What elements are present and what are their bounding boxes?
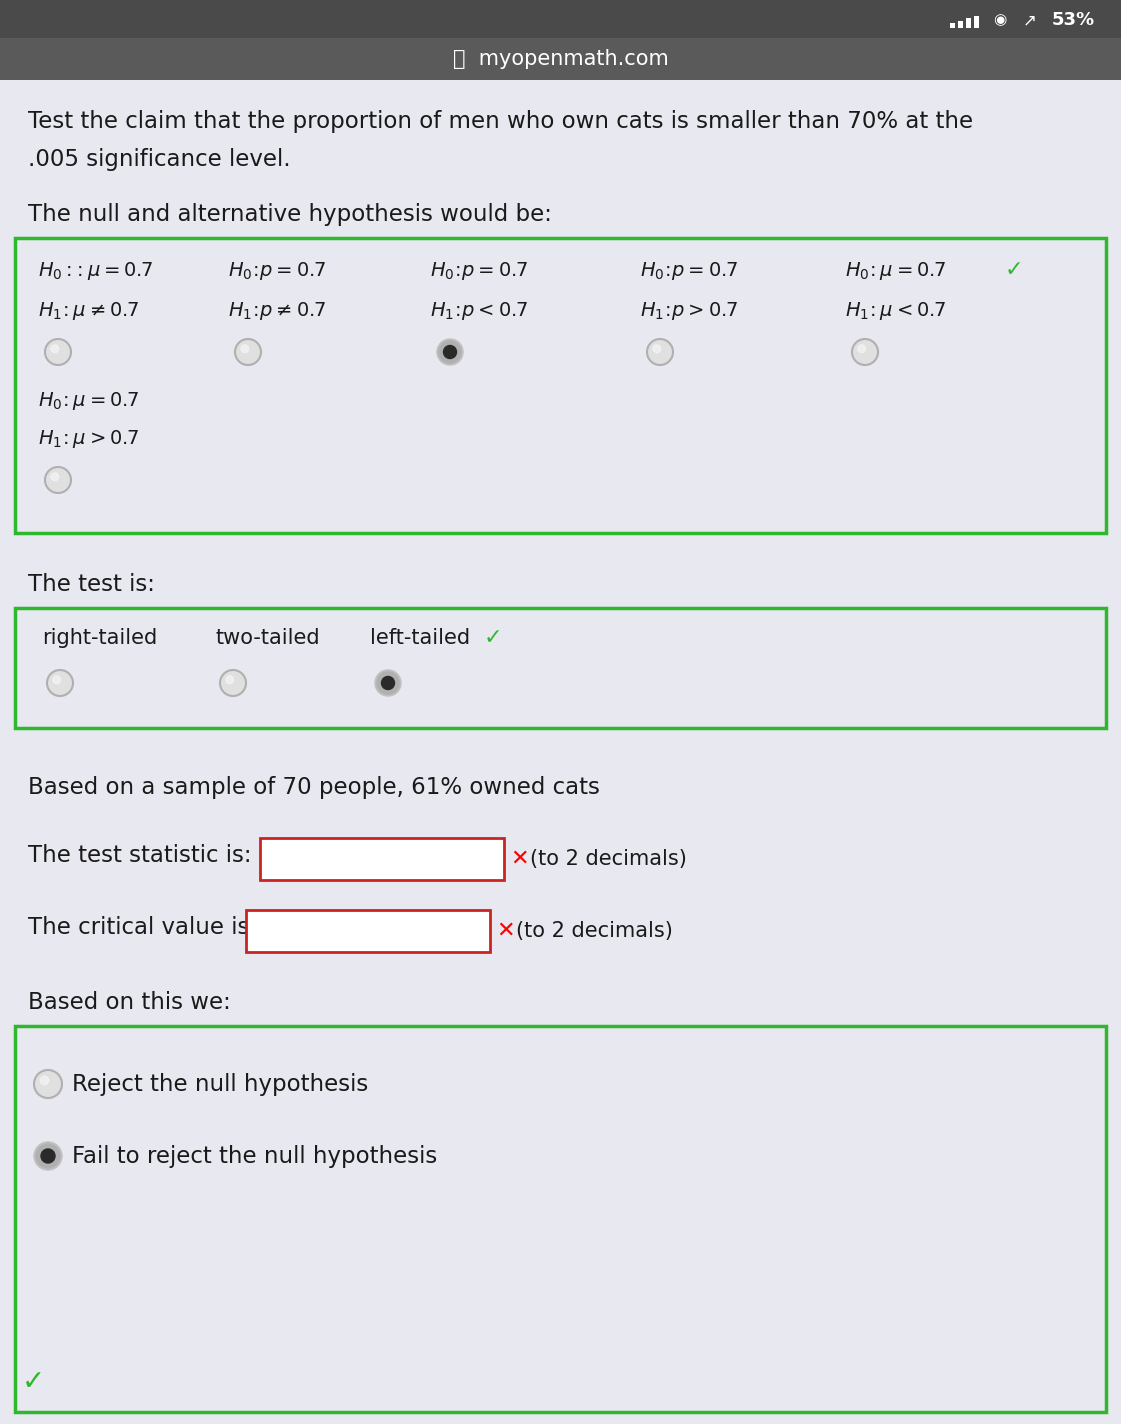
Circle shape: [41, 1149, 55, 1163]
Text: $H_0\!:\mu = 0.7$: $H_0\!:\mu = 0.7$: [845, 261, 946, 282]
Text: Based on this we:: Based on this we:: [28, 991, 231, 1014]
Text: $H_0\!:\mu = 0.7$: $H_0\!:\mu = 0.7$: [38, 390, 139, 412]
Circle shape: [220, 671, 245, 696]
Circle shape: [34, 1069, 62, 1098]
Text: $H_1\!:\mu \neq 0.7$: $H_1\!:\mu \neq 0.7$: [38, 300, 139, 322]
FancyBboxPatch shape: [0, 38, 1121, 80]
Circle shape: [36, 1143, 59, 1168]
Text: (to 2 decimals): (to 2 decimals): [530, 849, 687, 869]
FancyBboxPatch shape: [245, 910, 490, 953]
Text: ◉: ◉: [993, 13, 1007, 27]
Circle shape: [45, 339, 71, 365]
Text: Reject the null hypothesis: Reject the null hypothesis: [72, 1072, 369, 1095]
Text: $H_0\!:\!p = 0.7$: $H_0\!:\!p = 0.7$: [640, 261, 738, 282]
Circle shape: [652, 345, 660, 353]
Text: The test is:: The test is:: [28, 572, 155, 597]
Circle shape: [376, 671, 401, 696]
Text: The null and alternative hypothesis would be:: The null and alternative hypothesis woul…: [28, 204, 552, 226]
Circle shape: [34, 1142, 62, 1171]
FancyBboxPatch shape: [15, 608, 1106, 728]
Text: Based on a sample of 70 people, 61% owned cats: Based on a sample of 70 people, 61% owne…: [28, 776, 600, 799]
Circle shape: [45, 467, 71, 493]
Text: ↗: ↗: [1023, 11, 1037, 28]
Text: ✓: ✓: [22, 1368, 45, 1396]
Circle shape: [444, 346, 456, 359]
Text: $H_1\!:\!p \neq 0.7$: $H_1\!:\!p \neq 0.7$: [228, 300, 326, 322]
Text: 53%: 53%: [1051, 11, 1095, 28]
Circle shape: [47, 671, 73, 696]
Text: left-tailed: left-tailed: [370, 628, 470, 648]
Text: Fail to reject the null hypothesis: Fail to reject the null hypothesis: [72, 1145, 437, 1168]
Circle shape: [377, 672, 399, 693]
Text: $H_0\!:\!p = 0.7$: $H_0\!:\!p = 0.7$: [228, 261, 326, 282]
FancyBboxPatch shape: [0, 0, 1121, 38]
Text: $H_0:\!:\mu = 0.7$: $H_0:\!:\mu = 0.7$: [38, 261, 154, 282]
Circle shape: [235, 339, 261, 365]
Bar: [966, 19, 971, 28]
Circle shape: [241, 345, 249, 353]
Text: $H_0\!:\!p = 0.7$: $H_0\!:\!p = 0.7$: [430, 261, 528, 282]
Circle shape: [381, 676, 395, 689]
Text: The test statistic is:: The test statistic is:: [28, 844, 251, 867]
Circle shape: [50, 473, 58, 481]
Text: (to 2 decimals): (to 2 decimals): [516, 921, 673, 941]
Circle shape: [852, 339, 878, 365]
Text: ✓: ✓: [1006, 261, 1023, 281]
Circle shape: [858, 345, 865, 353]
Circle shape: [50, 345, 58, 353]
Text: $H_1\!:\mu < 0.7$: $H_1\!:\mu < 0.7$: [845, 300, 946, 322]
Circle shape: [437, 339, 463, 365]
Circle shape: [647, 339, 673, 365]
Text: ✕: ✕: [510, 849, 529, 869]
Text: 🔒  myopenmath.com: 🔒 myopenmath.com: [453, 48, 668, 68]
Text: $H_1\!:\mu > 0.7$: $H_1\!:\mu > 0.7$: [38, 429, 139, 450]
Text: $H_1\!:\!p < 0.7$: $H_1\!:\!p < 0.7$: [430, 300, 528, 322]
Text: Test the claim that the proportion of men who own cats is smaller than 70% at th: Test the claim that the proportion of me…: [28, 110, 973, 132]
Text: $H_1\!:\!p > 0.7$: $H_1\!:\!p > 0.7$: [640, 300, 738, 322]
FancyBboxPatch shape: [15, 238, 1106, 533]
Bar: [974, 16, 979, 28]
Text: two-tailed: two-tailed: [215, 628, 319, 648]
Text: .005 significance level.: .005 significance level.: [28, 148, 290, 171]
FancyBboxPatch shape: [0, 80, 1121, 1424]
FancyBboxPatch shape: [15, 1027, 1106, 1413]
Text: right-tailed: right-tailed: [41, 628, 157, 648]
FancyBboxPatch shape: [260, 837, 504, 880]
Circle shape: [40, 1077, 48, 1085]
Text: The critical value is:: The critical value is:: [28, 916, 257, 938]
Text: ✓: ✓: [484, 628, 502, 648]
Circle shape: [225, 676, 233, 684]
Bar: [958, 21, 963, 28]
Text: ✕: ✕: [495, 921, 515, 941]
Circle shape: [53, 676, 61, 684]
Circle shape: [439, 340, 461, 363]
Bar: [949, 23, 955, 28]
